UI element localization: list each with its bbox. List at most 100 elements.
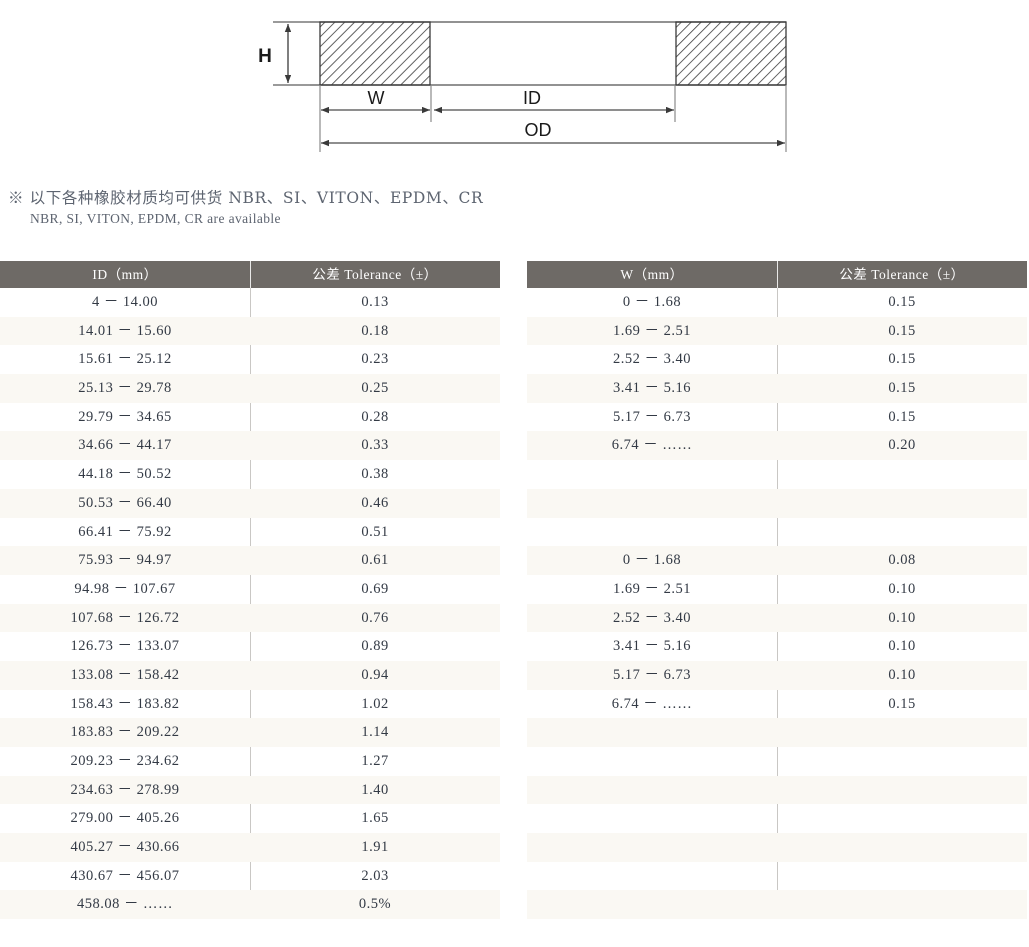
table-row — [527, 890, 1027, 920]
w-range-cell — [527, 833, 777, 862]
id-tolerance-cell: 1.65 — [361, 810, 389, 827]
id-range-cell: 183.83 － 209.22 — [70, 724, 180, 741]
id-tolerance-cell: 0.94 — [361, 666, 389, 683]
table-row — [527, 718, 1027, 747]
id-range-cell: 405.27 － 430.66 — [70, 839, 180, 856]
left-hatched-section — [319, 21, 431, 86]
table-row — [527, 804, 1027, 833]
w-tolerance-cell: 0.15 — [888, 294, 916, 310]
id-table-header-id: ID（mm） — [92, 267, 158, 282]
id-range-cell: 94.98 － 107.67 — [74, 580, 176, 597]
w-range-cell: 2.52 － 3.40 — [613, 609, 691, 626]
table-row — [527, 775, 1027, 805]
id-tolerance-cell: 0.25 — [361, 380, 389, 397]
id-range-cell: 29.79 － 34.65 — [78, 408, 172, 425]
id-range-cell: 458.08 － …… — [76, 896, 174, 913]
id-range-cell: 34.66 － 44.17 — [78, 437, 172, 454]
id-range-cell: 14.01 － 15.60 — [78, 322, 172, 339]
w-range-cell — [527, 862, 777, 891]
table-row: 209.23 － 234.62 1.27 — [0, 747, 500, 776]
id-range-cell: 25.13 － 29.78 — [78, 380, 172, 397]
table-row — [527, 833, 1027, 862]
w-tolerance-cell: 0.10 — [888, 666, 916, 683]
id-tolerance-cell: 0.51 — [361, 523, 389, 540]
w-range-cell — [527, 489, 777, 518]
table-row: 14.01 － 15.60 0.18 — [0, 316, 500, 346]
table-row: 1.69 － 2.51 0.15 — [527, 316, 1027, 346]
table-row: 6.74 － …… 0.20 — [527, 431, 1027, 461]
id-range-cell: 66.41 － 75.92 — [78, 523, 172, 540]
id-tolerance-cell: 0.69 — [361, 580, 389, 597]
w-tolerance-cell — [777, 718, 1027, 747]
table-row: 2.52 － 3.40 0.10 — [527, 603, 1027, 633]
table-row: 4 － 14.00 0.13 — [0, 288, 500, 317]
table-row: 50.53 － 66.40 0.46 — [0, 488, 500, 518]
table-row: 158.43 － 183.82 1.02 — [0, 690, 500, 719]
w-range-cell — [527, 718, 777, 747]
id-range-cell: 107.68 － 126.72 — [70, 609, 180, 626]
id-label: ID — [523, 88, 541, 108]
table-row — [527, 747, 1027, 776]
w-range-cell — [527, 890, 777, 919]
w-tolerance-cell: 0.10 — [888, 609, 916, 626]
id-range-cell: 4 － 14.00 — [91, 294, 159, 310]
w-tolerance-cell — [777, 890, 1027, 919]
id-range-cell: 158.43 － 183.82 — [70, 695, 180, 712]
table-row: 234.63 － 278.99 1.40 — [0, 775, 500, 805]
w-tolerance-cell: 0.15 — [888, 380, 916, 397]
w-tolerance-cell — [777, 747, 1027, 776]
w-tolerance-cell: 0.10 — [888, 580, 916, 597]
w-tolerance-cell — [777, 489, 1027, 518]
w-tolerance-cell: 0.10 — [888, 638, 916, 655]
w-range-cell: 0 － 1.68 — [622, 294, 682, 310]
id-tolerance-cell: 1.02 — [361, 695, 389, 712]
id-range-cell: 209.23 － 234.62 — [70, 753, 180, 769]
table-row: 29.79 － 34.65 0.28 — [0, 403, 500, 432]
table-row: 66.41 － 75.92 0.51 — [0, 518, 500, 547]
id-range-cell: 126.73 － 133.07 — [70, 638, 180, 655]
w-tolerance-cell: 0.20 — [888, 437, 916, 454]
w-range-cell: 3.41 － 5.16 — [613, 380, 691, 397]
id-range-cell: 430.67 － 456.07 — [70, 867, 180, 884]
table-row: 3.41 － 5.16 0.10 — [527, 632, 1027, 661]
id-range-cell: 133.08 － 158.42 — [70, 666, 180, 683]
w-table-header-divider — [777, 261, 778, 288]
table-row: 430.67 － 456.07 2.03 — [0, 862, 500, 891]
od-label: OD — [525, 120, 552, 140]
w-range-cell: 1.69 － 2.51 — [613, 322, 691, 339]
table-row — [527, 488, 1027, 518]
table-row: 25.13 － 29.78 0.25 — [0, 374, 500, 403]
id-tolerance-cell: 0.76 — [361, 609, 389, 626]
id-table-header-divider — [250, 261, 251, 288]
w-range-cell — [527, 747, 777, 776]
id-tolerance-cell: 0.46 — [361, 494, 389, 511]
id-tolerance-cell: 0.13 — [361, 294, 389, 310]
table-row: 6.74 － …… 0.15 — [527, 690, 1027, 719]
id-tolerance-cell: 0.33 — [361, 437, 389, 454]
w-range-cell: 5.17 － 6.73 — [613, 408, 691, 425]
gasket-cross-section-diagram: H W ID OD — [0, 0, 1029, 175]
table-row: 279.00 － 405.26 1.65 — [0, 804, 500, 833]
w-tolerance-cell: 0.15 — [888, 322, 916, 339]
table-row: 34.66 － 44.17 0.33 — [0, 431, 500, 461]
table-row: 0 － 1.68 0.15 — [527, 288, 1027, 317]
table-row: 5.17 － 6.73 0.10 — [527, 660, 1027, 690]
w-table-body: 0 － 1.68 0.15 1.69 － 2.51 0.15 2.52 － 3.40 0.… — [527, 288, 1027, 920]
right-hatched-section — [675, 21, 787, 86]
w-tolerance-cell — [777, 862, 1027, 891]
table-row: 1.69 － 2.51 0.10 — [527, 575, 1027, 604]
id-range-cell: 50.53 － 66.40 — [78, 494, 172, 511]
materials-note-cn: ※ 以下各种橡胶材质均可供货 NBR、SI、VITON、EPDM、CR — [8, 189, 484, 207]
w-range-cell — [527, 460, 777, 489]
id-tolerance-cell: 1.91 — [361, 839, 389, 856]
id-range-cell: 75.93 － 94.97 — [78, 552, 172, 569]
id-tolerance-cell: 0.18 — [361, 322, 389, 339]
id-range-cell: 234.63 － 278.99 — [70, 781, 180, 798]
w-range-cell: 0 － 1.68 — [622, 552, 682, 569]
w-range-cell: 2.52 － 3.40 — [613, 351, 691, 368]
table-row: 94.98 － 107.67 0.69 — [0, 575, 500, 604]
w-label: W — [368, 88, 385, 108]
table-row: 0 － 1.68 0.08 — [527, 546, 1027, 575]
id-tolerance-cell: 1.14 — [361, 724, 389, 741]
id-tolerance-cell: 0.5% — [358, 896, 392, 913]
